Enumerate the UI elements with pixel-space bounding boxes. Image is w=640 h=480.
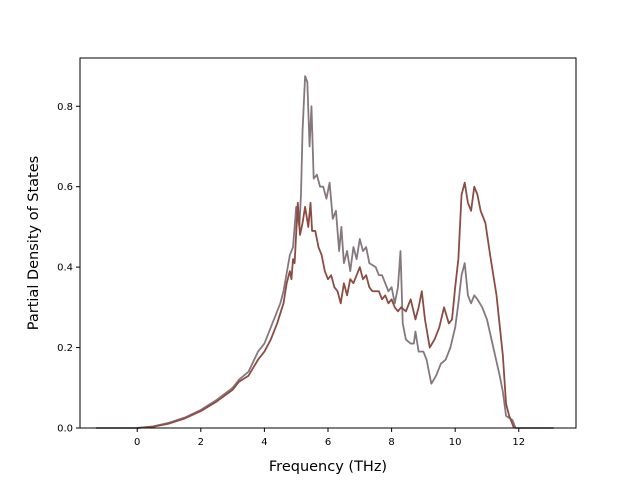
x-axis-label: Frequency (THz) bbox=[269, 459, 387, 475]
series-line-1 bbox=[95, 75, 554, 429]
y-tick-label: 0.0 bbox=[57, 424, 73, 435]
series-lines bbox=[95, 75, 554, 429]
x-axis-ticks: 0 2 4 6 8 10 12 bbox=[134, 428, 525, 448]
y-tick-label: 0.8 bbox=[57, 102, 73, 113]
x-tick-label: 6 bbox=[325, 437, 331, 448]
y-tick-label: 0.6 bbox=[57, 182, 73, 193]
x-tick-label: 12 bbox=[512, 437, 525, 448]
x-tick-label: 4 bbox=[261, 437, 267, 448]
x-tick-label: 2 bbox=[198, 437, 204, 448]
y-tick-label: 0.2 bbox=[57, 343, 73, 354]
y-axis-label: Partial Density of States bbox=[26, 156, 42, 330]
y-axis-ticks: 0.0 0.2 0.4 0.6 0.8 bbox=[57, 102, 80, 435]
x-tick-label: 8 bbox=[388, 437, 394, 448]
x-tick-label: 10 bbox=[449, 437, 462, 448]
y-tick-label: 0.4 bbox=[57, 263, 73, 274]
series-line-2 bbox=[137, 181, 515, 429]
x-tick-label: 0 bbox=[134, 437, 140, 448]
